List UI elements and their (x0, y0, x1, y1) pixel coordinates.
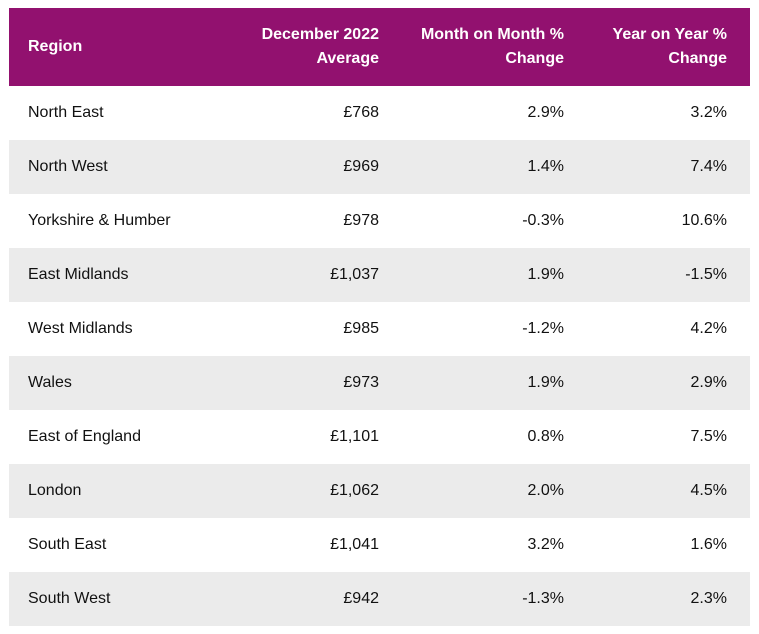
table-row: East of England £1,101 0.8% 7.5% (9, 410, 750, 464)
average-cell: £1,041 (330, 536, 379, 553)
header-region-label: Region (28, 38, 83, 55)
region-cell: Yorkshire & Humber (28, 212, 171, 229)
table-row: Yorkshire & Humber £978 -0.3% 10.6% (9, 194, 750, 248)
table-row: Wales £973 1.9% 2.9% (9, 356, 750, 410)
header-yoy-label: Year on Year % Change (612, 26, 727, 67)
mom-change-cell: 3.2% (527, 536, 564, 553)
mom-change-cell: -1.3% (522, 590, 564, 607)
header-mom-label: Month on Month % Change (420, 26, 564, 67)
header-mom: Month on Month % Change (379, 8, 564, 86)
yoy-change-cell: -1.5% (685, 266, 727, 283)
average-cell: £969 (343, 158, 379, 175)
mom-change-cell: 1.9% (527, 266, 564, 283)
region-cell: North East (28, 104, 104, 121)
mom-change-cell: -1.2% (522, 320, 564, 337)
table-header: Region December 2022 Average Month on Mo… (9, 8, 750, 86)
table-row: North East £768 2.9% 3.2% (9, 86, 750, 140)
average-cell: £768 (343, 104, 379, 121)
region-cell: South West (28, 590, 111, 607)
average-cell: £985 (343, 320, 379, 337)
header-average: December 2022 Average (219, 8, 379, 86)
table-row: West Midlands £985 -1.2% 4.2% (9, 302, 750, 356)
average-cell: £973 (343, 374, 379, 391)
table-row: South West £942 -1.3% 2.3% (9, 572, 750, 626)
mom-change-cell: 2.9% (527, 104, 564, 121)
average-cell: £942 (343, 590, 379, 607)
rent-table: Region December 2022 Average Month on Mo… (9, 8, 750, 626)
table-row: South East £1,041 3.2% 1.6% (9, 518, 750, 572)
region-cell: London (28, 482, 82, 499)
yoy-change-cell: 2.9% (690, 374, 727, 391)
average-cell: £1,062 (330, 482, 379, 499)
region-cell: East of England (28, 428, 141, 445)
header-yoy: Year on Year % Change (564, 8, 750, 86)
yoy-change-cell: 4.5% (690, 482, 727, 499)
mom-change-cell: 2.0% (527, 482, 564, 499)
region-cell: North West (28, 158, 108, 175)
yoy-change-cell: 3.2% (690, 104, 727, 121)
mom-change-cell: 1.9% (527, 374, 564, 391)
region-cell: East Midlands (28, 266, 129, 283)
mom-change-cell: 1.4% (527, 158, 564, 175)
mom-change-cell: 0.8% (527, 428, 564, 445)
average-cell: £1,037 (330, 266, 379, 283)
average-cell: £1,101 (330, 428, 379, 445)
yoy-change-cell: 2.3% (690, 590, 727, 607)
header-average-label: December 2022 Average (261, 26, 379, 67)
header-region: Region (9, 8, 219, 86)
yoy-change-cell: 10.6% (681, 212, 727, 229)
table-row: London £1,062 2.0% 4.5% (9, 464, 750, 518)
yoy-change-cell: 7.5% (690, 428, 727, 445)
table-row: East Midlands £1,037 1.9% -1.5% (9, 248, 750, 302)
region-cell: Wales (28, 374, 72, 391)
region-cell: West Midlands (28, 320, 133, 337)
table-body: North East £768 2.9% 3.2% North West £969 1.4%… (9, 86, 750, 626)
table-row: North West £969 1.4% 7.4% (9, 140, 750, 194)
yoy-change-cell: 4.2% (690, 320, 727, 337)
yoy-change-cell: 1.6% (690, 536, 727, 553)
yoy-change-cell: 7.4% (690, 158, 727, 175)
mom-change-cell: -0.3% (522, 212, 564, 229)
average-cell: £978 (343, 212, 379, 229)
region-cell: South East (28, 536, 107, 553)
